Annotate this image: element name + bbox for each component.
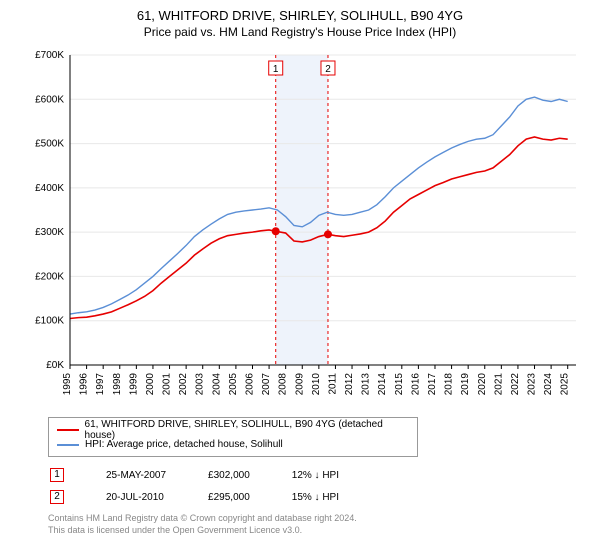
svg-text:2004: 2004 bbox=[211, 373, 222, 396]
svg-text:£300K: £300K bbox=[35, 227, 64, 238]
svg-text:2017: 2017 bbox=[427, 373, 438, 396]
svg-text:1997: 1997 bbox=[95, 373, 106, 396]
marker-price: £295,000 bbox=[208, 487, 290, 507]
marker-badge: 2 bbox=[50, 490, 64, 504]
svg-text:2022: 2022 bbox=[510, 373, 521, 396]
root: 61, WHITFORD DRIVE, SHIRLEY, SOLIHULL, B… bbox=[0, 0, 600, 560]
svg-text:2006: 2006 bbox=[244, 373, 255, 396]
svg-text:£200K: £200K bbox=[35, 271, 64, 282]
svg-text:2021: 2021 bbox=[493, 373, 504, 396]
svg-text:2007: 2007 bbox=[261, 373, 272, 396]
svg-text:2024: 2024 bbox=[543, 373, 554, 396]
svg-text:£400K: £400K bbox=[35, 183, 64, 194]
svg-text:1999: 1999 bbox=[128, 373, 139, 396]
svg-text:£500K: £500K bbox=[35, 139, 64, 150]
svg-text:2018: 2018 bbox=[444, 373, 455, 396]
credits: Contains HM Land Registry data © Crown c… bbox=[48, 513, 590, 536]
svg-text:2023: 2023 bbox=[527, 373, 538, 396]
svg-text:2000: 2000 bbox=[145, 373, 156, 396]
svg-text:2014: 2014 bbox=[377, 373, 388, 396]
svg-text:£700K: £700K bbox=[35, 50, 64, 61]
chart-subtitle: Price paid vs. HM Land Registry's House … bbox=[10, 25, 590, 39]
legend-label: 61, WHITFORD DRIVE, SHIRLEY, SOLIHULL, B… bbox=[85, 419, 409, 441]
svg-text:2010: 2010 bbox=[311, 373, 322, 396]
svg-text:2005: 2005 bbox=[228, 373, 239, 396]
svg-text:2011: 2011 bbox=[327, 373, 338, 395]
svg-text:2003: 2003 bbox=[195, 373, 206, 396]
svg-text:2013: 2013 bbox=[361, 373, 372, 396]
svg-text:2: 2 bbox=[325, 64, 331, 75]
legend-swatch bbox=[57, 444, 79, 446]
line-chart: £0K £100K £200K £300K £400K £500K £600K £700K 19… bbox=[24, 47, 584, 407]
chart-title: 61, WHITFORD DRIVE, SHIRLEY, SOLIHULL, B… bbox=[10, 8, 590, 23]
marker-table: 1 25-MAY-2007 £302,000 12% ↓ HPI 2 20-JU… bbox=[48, 463, 381, 509]
svg-text:2025: 2025 bbox=[560, 373, 571, 396]
marker-price: £302,000 bbox=[208, 465, 290, 485]
svg-text:1: 1 bbox=[273, 64, 279, 75]
svg-text:2008: 2008 bbox=[278, 373, 289, 396]
marker-row: 1 25-MAY-2007 £302,000 12% ↓ HPI bbox=[50, 465, 379, 485]
svg-text:2002: 2002 bbox=[178, 373, 189, 396]
svg-text:1996: 1996 bbox=[79, 373, 90, 396]
marker-diff: 15% ↓ HPI bbox=[292, 487, 379, 507]
svg-text:£0K: £0K bbox=[46, 360, 64, 371]
svg-text:2020: 2020 bbox=[477, 373, 488, 396]
svg-text:£600K: £600K bbox=[35, 94, 64, 105]
marker-row: 2 20-JUL-2010 £295,000 15% ↓ HPI bbox=[50, 487, 379, 507]
chart-area: £0K £100K £200K £300K £400K £500K £600K £700K 19… bbox=[24, 47, 584, 407]
svg-text:2001: 2001 bbox=[162, 373, 173, 396]
credits-line: This data is licensed under the Open Gov… bbox=[48, 525, 590, 537]
svg-text:2019: 2019 bbox=[460, 373, 471, 396]
svg-text:2015: 2015 bbox=[394, 373, 405, 396]
legend-swatch bbox=[57, 429, 79, 431]
legend-label: HPI: Average price, detached house, Soli… bbox=[85, 439, 283, 450]
svg-text:2009: 2009 bbox=[294, 373, 305, 396]
marker-diff: 12% ↓ HPI bbox=[292, 465, 379, 485]
svg-text:2016: 2016 bbox=[410, 373, 421, 396]
legend: 61, WHITFORD DRIVE, SHIRLEY, SOLIHULL, B… bbox=[48, 417, 418, 457]
svg-text:1995: 1995 bbox=[62, 373, 73, 396]
svg-text:1998: 1998 bbox=[112, 373, 123, 396]
credits-line: Contains HM Land Registry data © Crown c… bbox=[48, 513, 590, 525]
legend-item-price: 61, WHITFORD DRIVE, SHIRLEY, SOLIHULL, B… bbox=[57, 422, 409, 437]
svg-text:2012: 2012 bbox=[344, 373, 355, 396]
marker-badge: 1 bbox=[50, 468, 64, 482]
svg-text:£100K: £100K bbox=[35, 316, 64, 327]
marker-date: 20-JUL-2010 bbox=[106, 487, 206, 507]
marker-date: 25-MAY-2007 bbox=[106, 465, 206, 485]
